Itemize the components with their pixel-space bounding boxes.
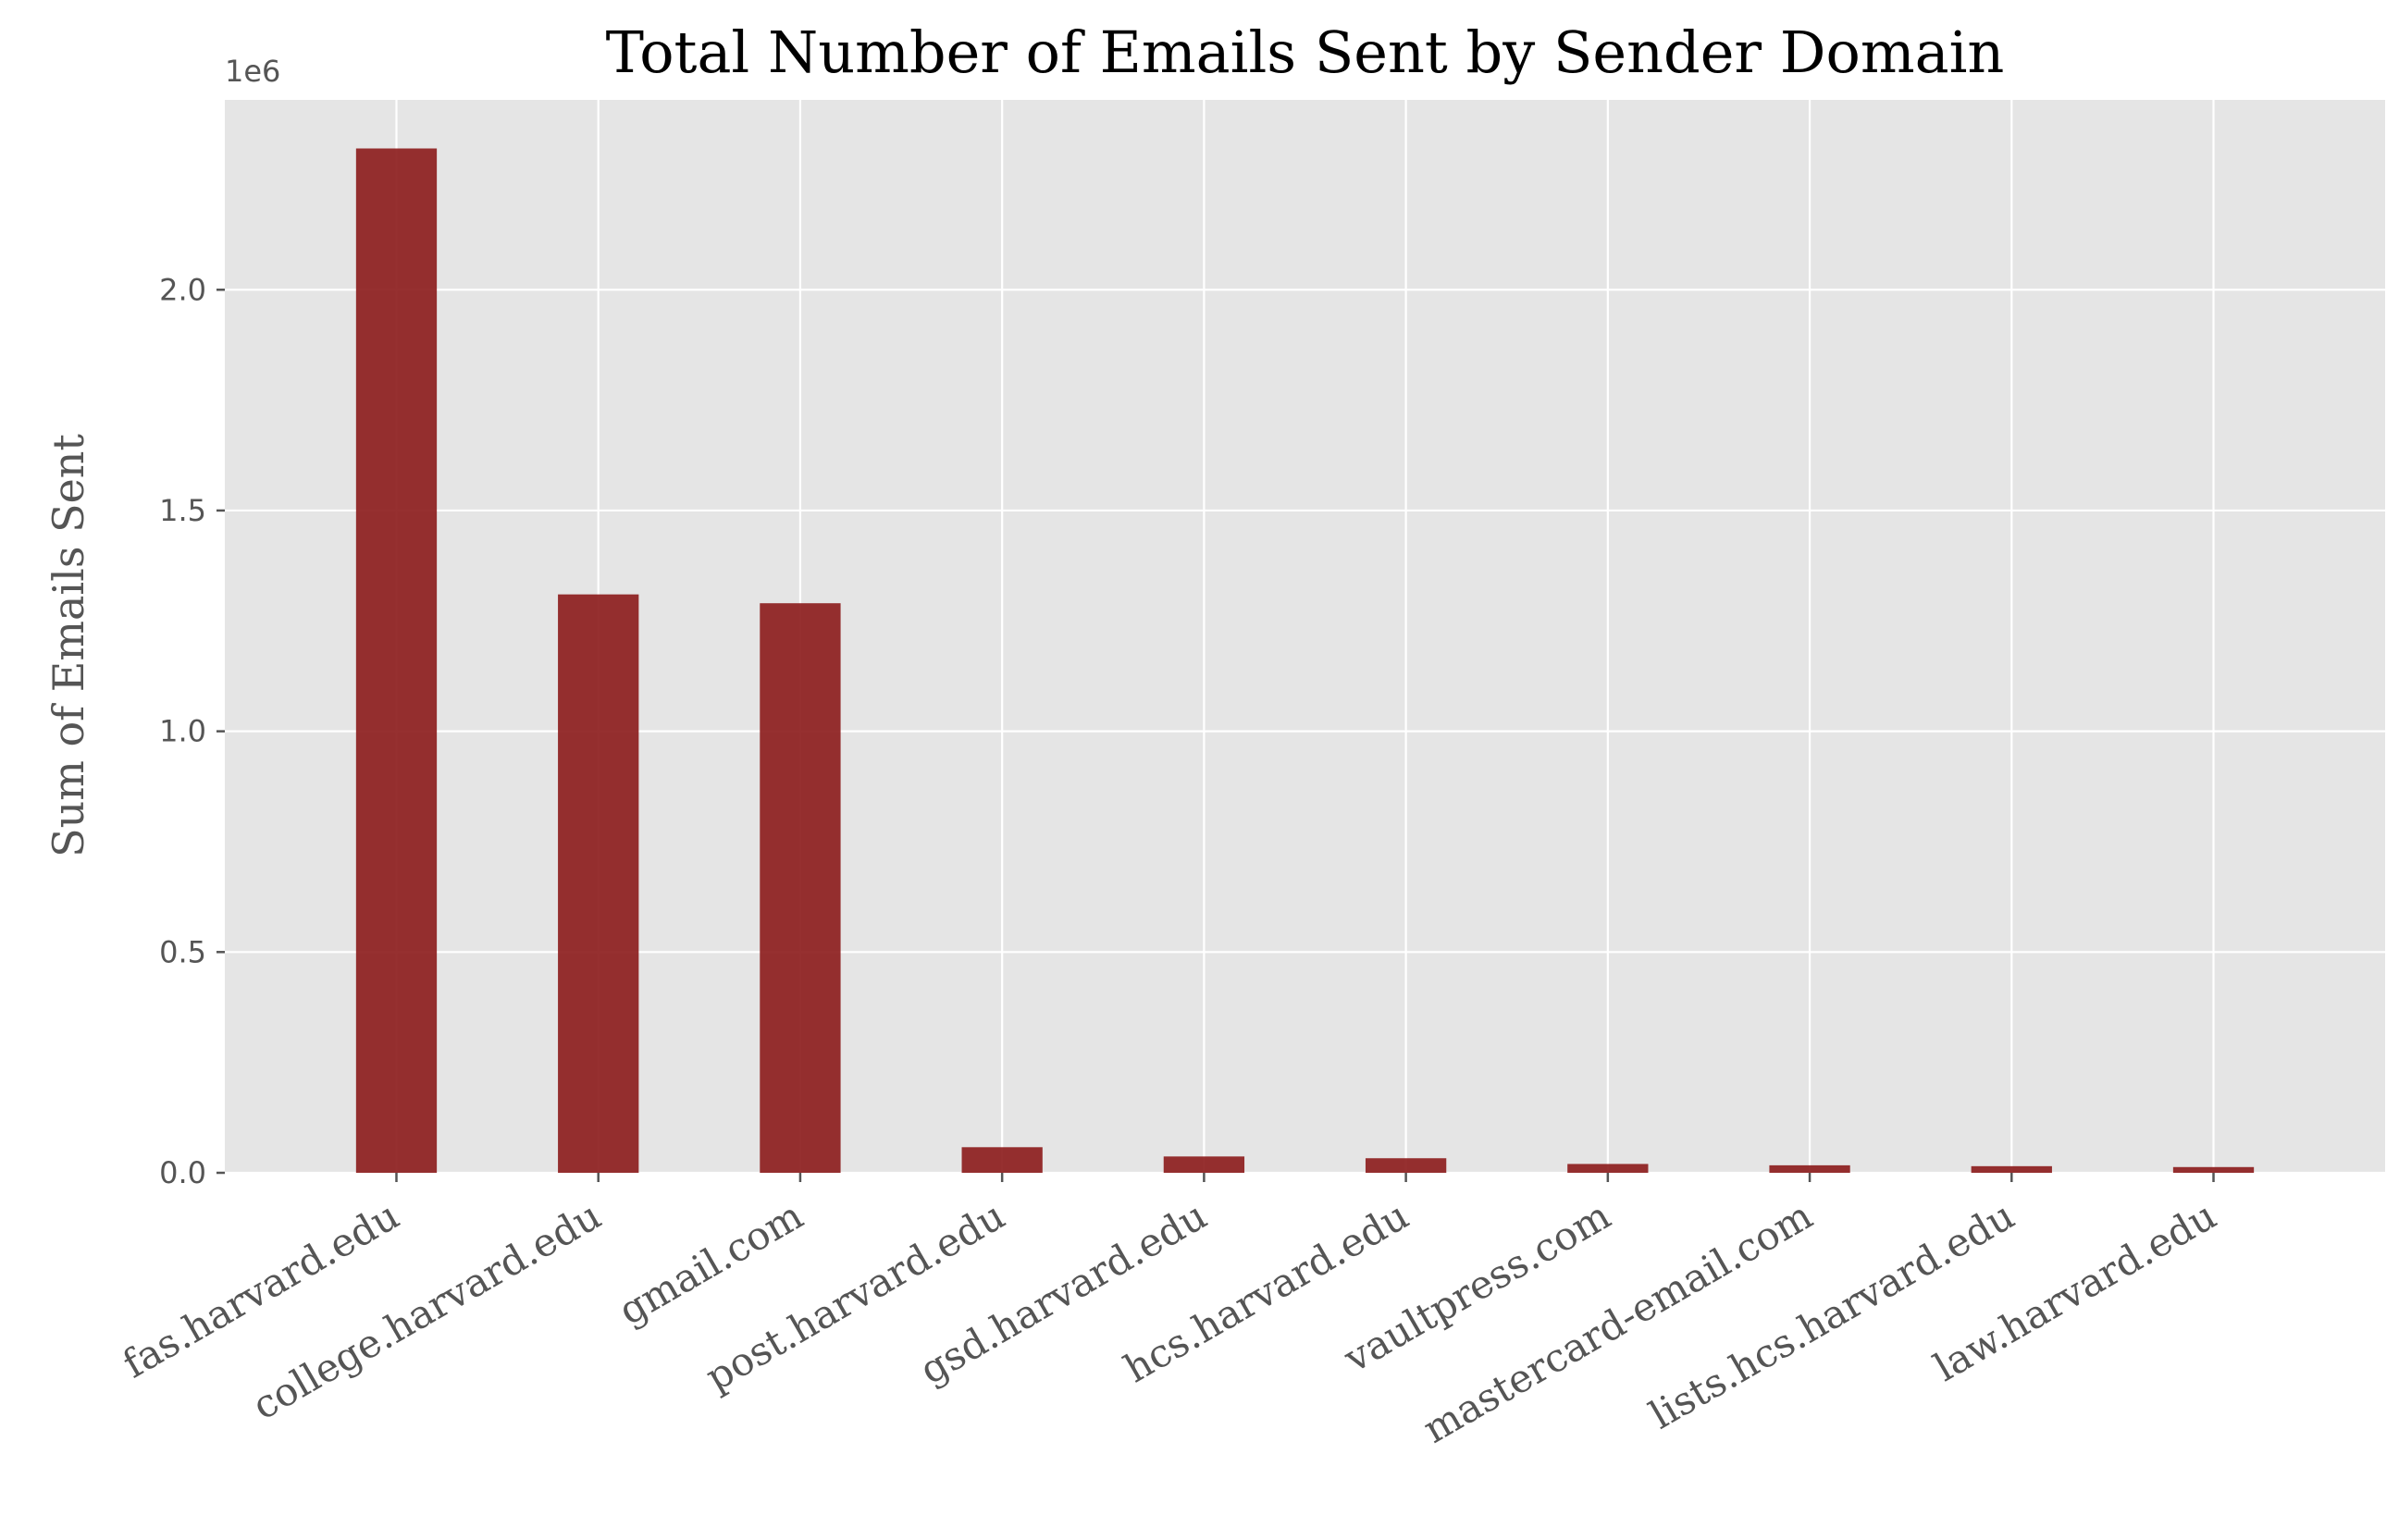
y-axis-offset-label: 1e6 [225, 54, 280, 89]
bar-mastercard-email-com [1769, 1164, 1850, 1173]
bar-lists-hcs-harvard-edu [1971, 1165, 2052, 1173]
y-axis-label: Sum of Emails Sent [43, 434, 93, 857]
x-tick-label: lists.hcs.harvard.edu [1642, 1192, 2022, 1437]
plot-background [225, 100, 2385, 1173]
y-tick-label: 1.0 [159, 714, 206, 749]
bar-hcs-harvard-edu [1365, 1158, 1447, 1173]
y-tick-label: 0.5 [159, 934, 206, 969]
chart-title: Total Number of Emails Sent by Sender Do… [606, 18, 2005, 86]
bar-gmail-com [760, 603, 841, 1173]
bar-college-harvard-edu [558, 594, 639, 1173]
bars [355, 148, 2255, 1174]
bar-gsd-harvard-edu [1163, 1156, 1245, 1173]
y-tick-label: 0.0 [159, 1155, 206, 1190]
x-tick-label: college.harvard.edu [245, 1192, 609, 1428]
bar-fas-harvard-edu [355, 148, 438, 1174]
bar-post-harvard-edu [961, 1147, 1043, 1173]
y-tick-label: 2.0 [159, 272, 206, 307]
bar-vaultpress-com [1567, 1164, 1649, 1173]
y-tick-label: 1.5 [159, 493, 206, 528]
bar-law-harvard-edu [2172, 1166, 2255, 1173]
